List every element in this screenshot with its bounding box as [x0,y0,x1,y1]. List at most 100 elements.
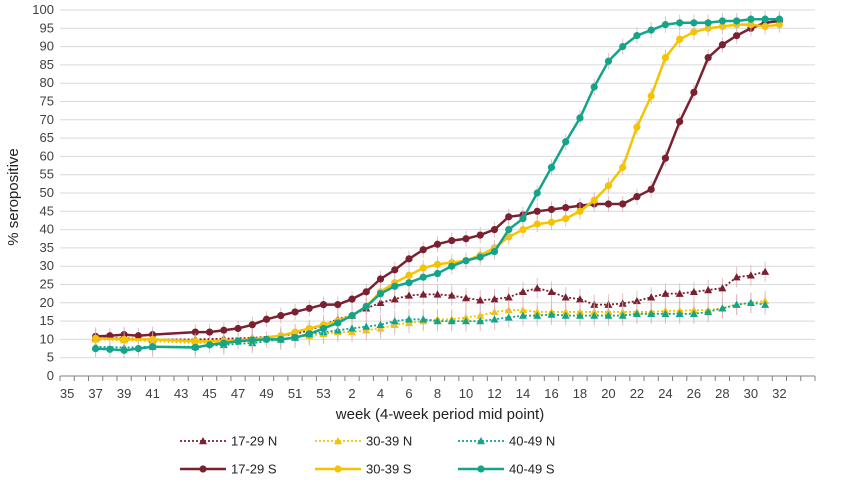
data-point [262,315,271,323]
y-tick-label: 15 [40,313,54,328]
data-point [461,317,470,325]
data-point [490,295,499,303]
data-point [490,247,499,256]
data-point [476,231,484,239]
data-point [718,17,727,25]
data-point [561,311,570,319]
data-point [390,295,399,303]
data-point [348,312,356,320]
data-point [334,319,342,327]
data-point [676,35,684,43]
data-point [704,285,713,294]
data-point [632,309,641,317]
data-point [590,83,598,91]
legend-item: 40-49 N [458,434,555,449]
data-point [376,298,385,306]
data-point [761,300,770,308]
data-point [590,311,599,319]
data-point [575,311,584,319]
x-tick-label: 35 [60,386,74,401]
legend-item: 30-39 S [315,462,412,477]
data-point [676,19,684,27]
legend-item: 17-29 S [180,462,277,477]
data-point [647,309,656,317]
data-point [419,264,427,272]
data-point [134,332,142,340]
x-tick-label: 37 [88,386,102,401]
data-point [319,324,328,333]
data-point [419,315,428,323]
legend-label: 30-39 S [366,462,412,477]
data-point [704,307,713,316]
data-point [575,295,584,303]
data-point [718,284,727,292]
y-tick-label: 10 [40,331,54,346]
legend-item: 40-49 S [458,462,555,477]
data-point [391,266,399,274]
data-point [604,200,613,208]
data-point [504,293,513,301]
data-point [746,271,755,279]
data-point [533,220,541,228]
data-point [348,324,357,332]
legend: 17-29 N 30-39 N 40-49 N 17-29 S 30-39 S 40-49… [180,434,555,477]
legend-swatch-marker [477,437,485,445]
x-tick-label: 14 [516,386,530,401]
data-point [732,300,741,308]
data-point [547,310,556,318]
data-point [647,185,655,193]
y-tick-label: 40 [40,222,54,237]
x-tick-label: 24 [658,386,672,401]
data-point [518,311,527,319]
x-tick-label: 20 [601,386,615,401]
data-point [419,273,427,281]
x-tick-label: 30 [744,386,758,401]
data-point [405,315,414,323]
data-point [661,289,670,297]
data-point [704,53,712,62]
data-point [547,163,556,171]
data-point [661,21,670,29]
data-point [362,288,370,296]
data-point [205,341,214,349]
data-point [447,291,456,299]
x-axis: 35 37 39 41 43 45 47 49 51 53 2 4 6 8 10 12 14 16 18 20 22 24… [59,376,816,401]
legend-item: 17-29 N [180,434,277,449]
data-point [106,345,114,353]
x-tick-label: 4 [377,386,384,401]
data-point [576,114,584,122]
data-point [277,335,285,343]
data-point [220,339,228,347]
data-point [433,317,442,325]
series-17-29-s [92,12,783,345]
x-tick-label: 45 [202,386,216,401]
data-point [676,118,684,126]
x-tick-label: 16 [544,386,558,401]
data-point [376,320,385,328]
legend-label: 30-39 N [366,434,412,449]
data-point [191,343,199,352]
series-line [95,301,766,349]
data-point [619,163,627,171]
data-point [447,317,456,325]
data-point [505,226,513,234]
data-point [733,17,741,25]
y-tick-label: 95 [40,20,54,35]
data-point [689,309,698,317]
data-point [690,28,698,36]
y-axis-ticks: 0 5 10 15 20 25 30 35 40 45 50 55 60 65 70 75 80 85 90 95 10… [32,2,54,383]
data-point [462,235,470,243]
x-tick-label: 51 [288,386,302,401]
data-point [319,301,328,309]
data-point [490,315,499,323]
y-tick-label: 5 [47,350,54,365]
data-point [747,15,755,23]
x-tick-label: 8 [434,386,441,401]
data-point [746,298,755,306]
data-point [561,293,570,301]
x-axis-label: week (4-week period mid point) [335,406,544,423]
x-tick-label: 6 [405,386,412,401]
gridlines [60,9,815,377]
data-point [533,284,542,292]
data-point [619,43,627,51]
